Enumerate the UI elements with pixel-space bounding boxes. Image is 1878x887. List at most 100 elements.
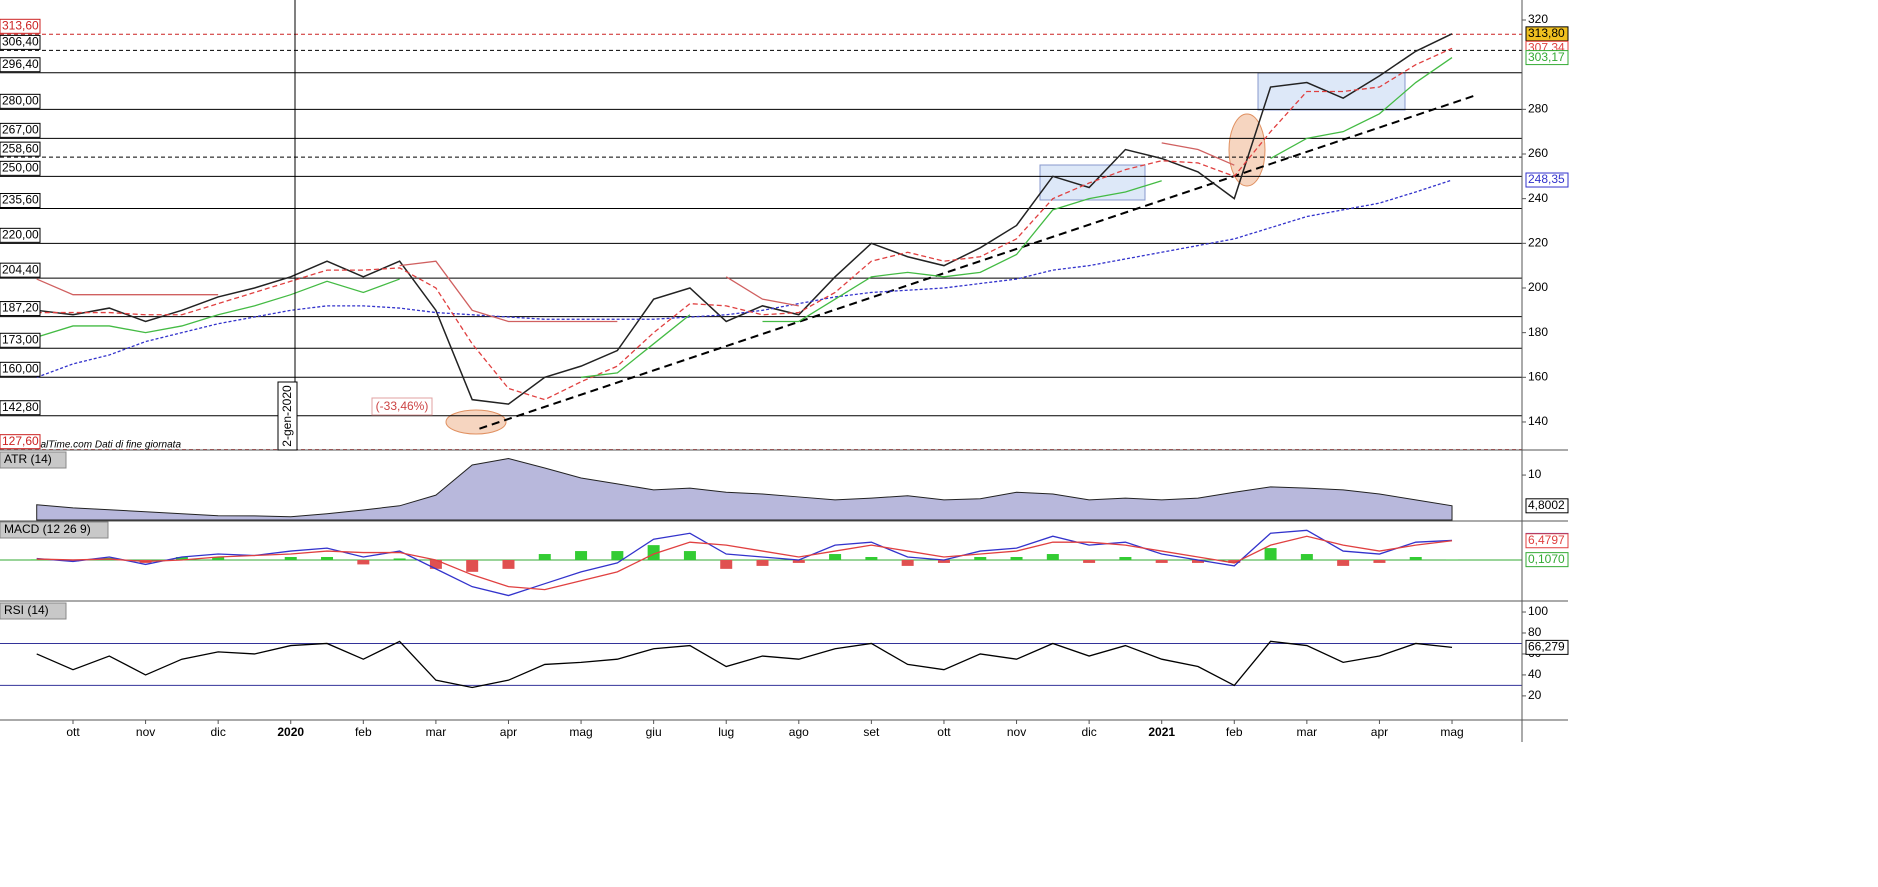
last-value-box [1525, 533, 1569, 549]
level-label-box [0, 301, 41, 317]
level-label: 220,00 [2, 227, 39, 241]
x-tick-label: apr [1371, 725, 1388, 739]
level-label: 296,40 [2, 57, 39, 71]
histogram-bar [1046, 554, 1059, 560]
histogram-bar [647, 545, 660, 560]
level-label-box [0, 122, 41, 138]
level-label-box [0, 227, 41, 243]
y-tick-label: 100 [1528, 604, 1548, 618]
y-tick-label: 200 [1528, 280, 1548, 294]
histogram-bar [1119, 556, 1132, 560]
series-line [36, 278, 219, 296]
series-line [580, 314, 691, 378]
histogram-bar [575, 551, 588, 560]
last-value-label: 248,35 [1528, 172, 1565, 186]
histogram-bar [974, 556, 987, 560]
y-tick-label: 320 [1528, 12, 1548, 26]
source-note: © ProRealTime.com Dati di fine giornata [2, 440, 181, 451]
x-tick-label: lug [718, 725, 734, 739]
level-label-box [0, 160, 41, 176]
drawdown-box [371, 397, 433, 416]
area [36, 457, 1453, 521]
y-tick-label: 240 [1528, 191, 1548, 205]
x-tick-label: feb [1226, 725, 1243, 739]
level-label-box [0, 57, 41, 73]
date-box [277, 381, 298, 451]
series-line [36, 535, 1453, 591]
series-line [36, 33, 1453, 405]
x-tick-label: feb [355, 725, 372, 739]
y-tick-label: 20 [1528, 688, 1542, 702]
last-value-label: 66,279 [1528, 640, 1565, 654]
last-value-label: 0,1070 [1528, 552, 1565, 566]
series-line [36, 529, 1453, 597]
series-line [399, 260, 618, 323]
x-tick-label: 2020 [277, 725, 304, 739]
level-label: 258,60 [2, 141, 39, 155]
x-tick-label: 2021 [1148, 725, 1175, 739]
x-tick-label: giu [646, 725, 662, 739]
x-tick-label: nov [136, 725, 155, 739]
histogram-bar [901, 559, 914, 566]
level-label: 173,00 [2, 332, 39, 346]
histogram-bar [756, 559, 769, 566]
level-label: 235,60 [2, 193, 39, 207]
series-line [1270, 57, 1453, 160]
level-label: 204,40 [2, 262, 39, 276]
panel-title-box [0, 602, 67, 620]
x-tick-label: mar [1297, 725, 1318, 739]
panel-title: ATR (14) [4, 452, 52, 466]
histogram-bar [1155, 559, 1168, 563]
histogram-bar [212, 556, 225, 560]
range-box [1039, 164, 1146, 201]
last-value-box [1525, 639, 1569, 655]
level-label-box [0, 18, 41, 34]
last-value-box [1525, 50, 1569, 66]
x-tick-label: dic [210, 725, 225, 739]
x-tick-label: ott [937, 725, 951, 739]
x-tick-label: ago [789, 725, 809, 739]
x-tick-label: dic [1081, 725, 1096, 739]
histogram-bar [1083, 559, 1096, 563]
level-label: 306,40 [2, 35, 39, 49]
last-value-box [1525, 552, 1569, 568]
histogram-bar [865, 556, 878, 560]
x-tick-label: ott [66, 725, 80, 739]
histogram-bar [1337, 559, 1350, 566]
histogram-bar [937, 559, 950, 563]
histogram-bar [393, 558, 406, 560]
level-label: 280,00 [2, 94, 39, 108]
histogram-bar [1300, 554, 1313, 560]
panel-title-box [0, 451, 67, 469]
last-value-label: 303,17 [1528, 50, 1565, 64]
x-tick-label: mar [426, 725, 447, 739]
last-value-box [1525, 498, 1569, 514]
level-label: 187,20 [2, 301, 39, 315]
series-line [36, 278, 400, 338]
y-tick-label: 80 [1528, 625, 1542, 639]
histogram-bar [792, 559, 805, 563]
y-tick-label: 180 [1528, 325, 1548, 339]
series-line [762, 180, 1162, 323]
level-label-box [0, 262, 41, 278]
panel-title: RSI (14) [4, 603, 49, 617]
level-label: 142,80 [2, 400, 39, 414]
last-value-label: 6,4797 [1528, 533, 1565, 547]
histogram-bar [1409, 556, 1422, 560]
level-label: 267,00 [2, 123, 39, 137]
histogram-bar [683, 551, 696, 560]
series-line [725, 276, 799, 307]
last-value-box [1525, 172, 1569, 188]
panel-title: MACD (12 26 9) [4, 522, 91, 536]
histogram-bar [829, 554, 842, 560]
series-line [36, 179, 1453, 378]
level-label: 250,00 [2, 161, 39, 175]
histogram-bar [1191, 559, 1204, 563]
panel-title-box [0, 521, 109, 539]
last-value-label: 4,8002 [1528, 498, 1565, 512]
series-line [1161, 142, 1235, 166]
y-tick-label: 40 [1528, 667, 1542, 681]
histogram-bar [429, 559, 442, 569]
